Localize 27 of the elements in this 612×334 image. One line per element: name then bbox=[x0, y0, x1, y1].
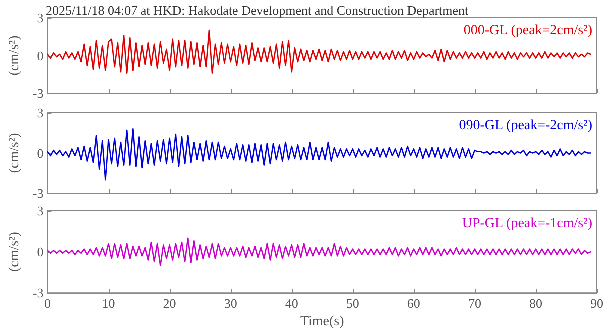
series-label: 000-GL (peak=2cm/s²) bbox=[464, 24, 593, 38]
x-axis-title: Time(s) bbox=[300, 314, 345, 330]
x-tick-label: 80 bbox=[529, 296, 542, 312]
y-tick-label: 0 bbox=[37, 146, 44, 161]
y-tick-label: 0 bbox=[37, 48, 44, 64]
series-label: 090-GL (peak=-2cm/s²) bbox=[459, 118, 593, 134]
y-tick-label: -3 bbox=[32, 86, 44, 101]
x-tick-label: 40 bbox=[285, 296, 298, 312]
x-tick-label: 50 bbox=[346, 296, 360, 312]
y-tick-label: -3 bbox=[32, 286, 44, 301]
y-tick-label: 3 bbox=[37, 204, 44, 218]
line-series bbox=[47, 238, 592, 266]
x-tick-label: 30 bbox=[224, 296, 238, 312]
y-tick-label: 3 bbox=[37, 10, 44, 26]
y-axis-title: (cm/s²) bbox=[8, 232, 22, 272]
x-tick-label: 10 bbox=[102, 296, 116, 312]
x-tick-label: 20 bbox=[163, 296, 176, 312]
y-axis-title: (cm/s²) bbox=[8, 35, 22, 76]
chart-title: 2025/11/18 04:07 at HKD: Hakodate Development and Construction Department bbox=[46, 3, 470, 18]
series-label: UP-GL (peak=-1cm/s²) bbox=[462, 216, 593, 232]
y-tick-label: 0 bbox=[37, 244, 44, 260]
y-tick-label: 3 bbox=[37, 106, 44, 120]
x-tick-label: 60 bbox=[407, 296, 420, 312]
y-tick-label: -3 bbox=[32, 186, 44, 201]
x-tick-label: 90 bbox=[590, 296, 604, 312]
y-axis-title: (cm/s²) bbox=[8, 132, 22, 174]
x-tick-label: 70 bbox=[468, 296, 482, 312]
